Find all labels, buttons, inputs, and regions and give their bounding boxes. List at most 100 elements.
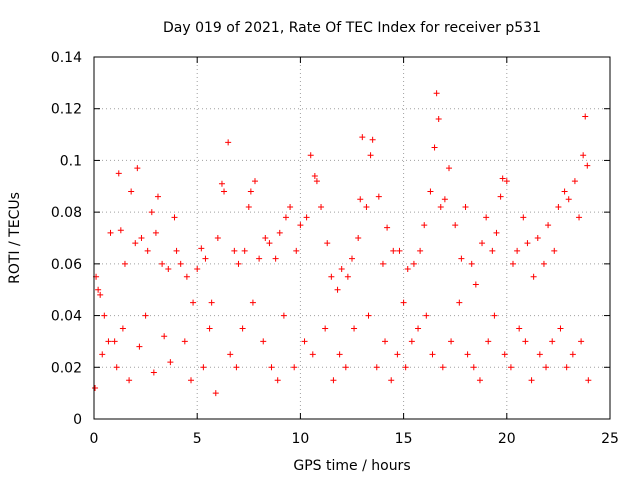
data-point	[382, 338, 389, 345]
data-point	[97, 291, 104, 298]
data-point	[514, 247, 521, 254]
data-point	[417, 247, 424, 254]
x-tick-label: 20	[498, 431, 516, 447]
data-point	[584, 162, 591, 169]
data-point	[435, 116, 442, 123]
data-points	[92, 90, 592, 397]
data-point	[214, 235, 221, 241]
x-tick-label: 5	[193, 431, 202, 447]
data-point	[441, 196, 448, 203]
data-point	[561, 188, 568, 195]
data-point	[545, 222, 552, 229]
data-point	[113, 364, 120, 371]
y-tick-label: 0.08	[51, 205, 82, 221]
data-point	[311, 172, 318, 179]
y-tick-label: 0.02	[51, 360, 82, 376]
y-axis-title: ROTI / TECUs	[7, 192, 23, 284]
data-point	[530, 273, 537, 280]
data-point	[99, 351, 106, 358]
data-point	[516, 325, 523, 332]
data-point	[268, 364, 275, 371]
chart-title: Day 019 of 2021, Rate Of TEC Index for r…	[163, 20, 541, 36]
data-point	[154, 193, 161, 200]
data-point	[509, 260, 516, 267]
data-point	[357, 196, 364, 203]
data-point	[251, 178, 258, 185]
data-point	[489, 247, 496, 254]
data-point	[107, 229, 114, 236]
data-point	[309, 351, 316, 358]
data-point	[359, 134, 366, 141]
data-point	[293, 247, 300, 254]
x-tick-label: 25	[601, 431, 619, 447]
data-point	[181, 338, 188, 345]
data-point	[126, 377, 133, 384]
data-point	[188, 377, 195, 384]
data-point	[456, 299, 463, 306]
data-point	[499, 175, 506, 182]
data-point	[446, 165, 453, 172]
data-point	[117, 227, 124, 234]
data-point	[249, 299, 256, 306]
y-tick-label: 0.14	[51, 50, 82, 66]
data-point	[580, 152, 587, 159]
data-point	[119, 325, 126, 332]
data-point	[221, 188, 228, 195]
data-point	[128, 188, 135, 195]
data-point	[165, 266, 172, 273]
data-point	[501, 351, 508, 358]
data-point	[138, 235, 145, 241]
y-tick-label: 0.12	[51, 102, 82, 118]
data-point	[402, 364, 409, 371]
data-point	[536, 351, 543, 358]
data-point	[245, 203, 252, 210]
data-point	[433, 90, 440, 97]
x-axis-title: GPS time / hours	[293, 458, 410, 474]
data-point	[190, 299, 197, 306]
data-point	[173, 247, 180, 254]
data-point	[280, 312, 287, 319]
data-point	[415, 325, 422, 332]
data-point	[468, 260, 475, 267]
data-point	[507, 364, 514, 371]
x-tick-label: 10	[291, 431, 309, 447]
y-tick-label: 0.06	[51, 257, 82, 273]
data-point	[520, 214, 527, 221]
data-point	[282, 214, 289, 221]
data-point	[408, 338, 415, 345]
data-point	[344, 273, 351, 280]
data-point	[522, 338, 529, 345]
data-point	[423, 312, 430, 319]
data-point	[206, 325, 213, 332]
data-point	[528, 377, 535, 384]
data-point	[92, 384, 99, 391]
data-point	[256, 255, 263, 262]
y-tick-label: 0.04	[51, 309, 82, 325]
data-point	[503, 178, 510, 185]
data-point	[373, 364, 380, 371]
data-point	[144, 247, 151, 254]
data-point	[452, 222, 459, 229]
grid-lines	[94, 57, 610, 419]
data-point	[95, 286, 102, 293]
data-point	[272, 255, 279, 262]
data-point	[404, 266, 411, 273]
data-point	[150, 369, 157, 376]
data-point	[565, 196, 572, 203]
data-point	[555, 203, 562, 210]
data-point	[497, 193, 504, 200]
data-point	[479, 240, 486, 247]
data-point	[379, 260, 386, 267]
data-point	[328, 273, 335, 280]
data-point	[431, 144, 438, 151]
data-point	[464, 351, 471, 358]
data-point	[171, 214, 178, 221]
data-point	[239, 325, 246, 332]
data-point	[161, 333, 168, 340]
data-point	[400, 299, 407, 306]
data-point	[483, 214, 490, 221]
data-point	[448, 338, 455, 345]
data-point	[194, 266, 201, 273]
data-point	[274, 377, 281, 384]
